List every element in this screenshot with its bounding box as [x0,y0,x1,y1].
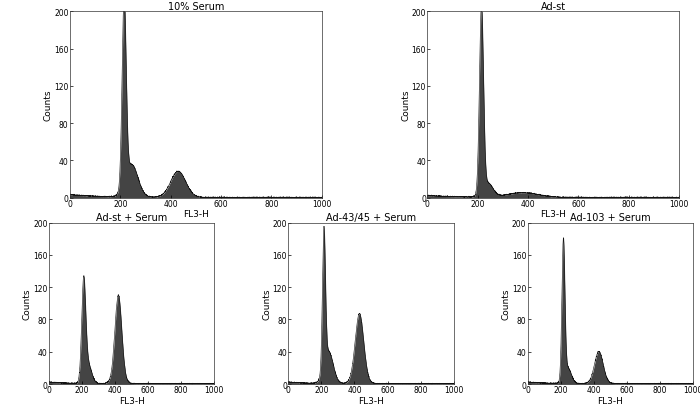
Y-axis label: Counts: Counts [22,288,32,319]
Title: 10% Serum: 10% Serum [167,2,224,12]
Title: Ad-43/45 + Serum: Ad-43/45 + Serum [326,212,416,222]
Y-axis label: Counts: Counts [262,288,271,319]
Title: Ad-103 + Serum: Ad-103 + Serum [570,212,651,222]
Y-axis label: Counts: Counts [43,90,52,121]
X-axis label: FL3-H: FL3-H [358,396,384,405]
X-axis label: FL3-H: FL3-H [118,396,144,405]
X-axis label: FL3-H: FL3-H [540,210,566,219]
X-axis label: FL3-H: FL3-H [598,396,624,405]
X-axis label: FL3-H: FL3-H [183,210,209,219]
Y-axis label: Counts: Counts [502,288,510,319]
Title: Ad-st + Serum: Ad-st + Serum [96,212,167,222]
Title: Ad-st: Ad-st [540,2,566,12]
Y-axis label: Counts: Counts [401,90,410,121]
